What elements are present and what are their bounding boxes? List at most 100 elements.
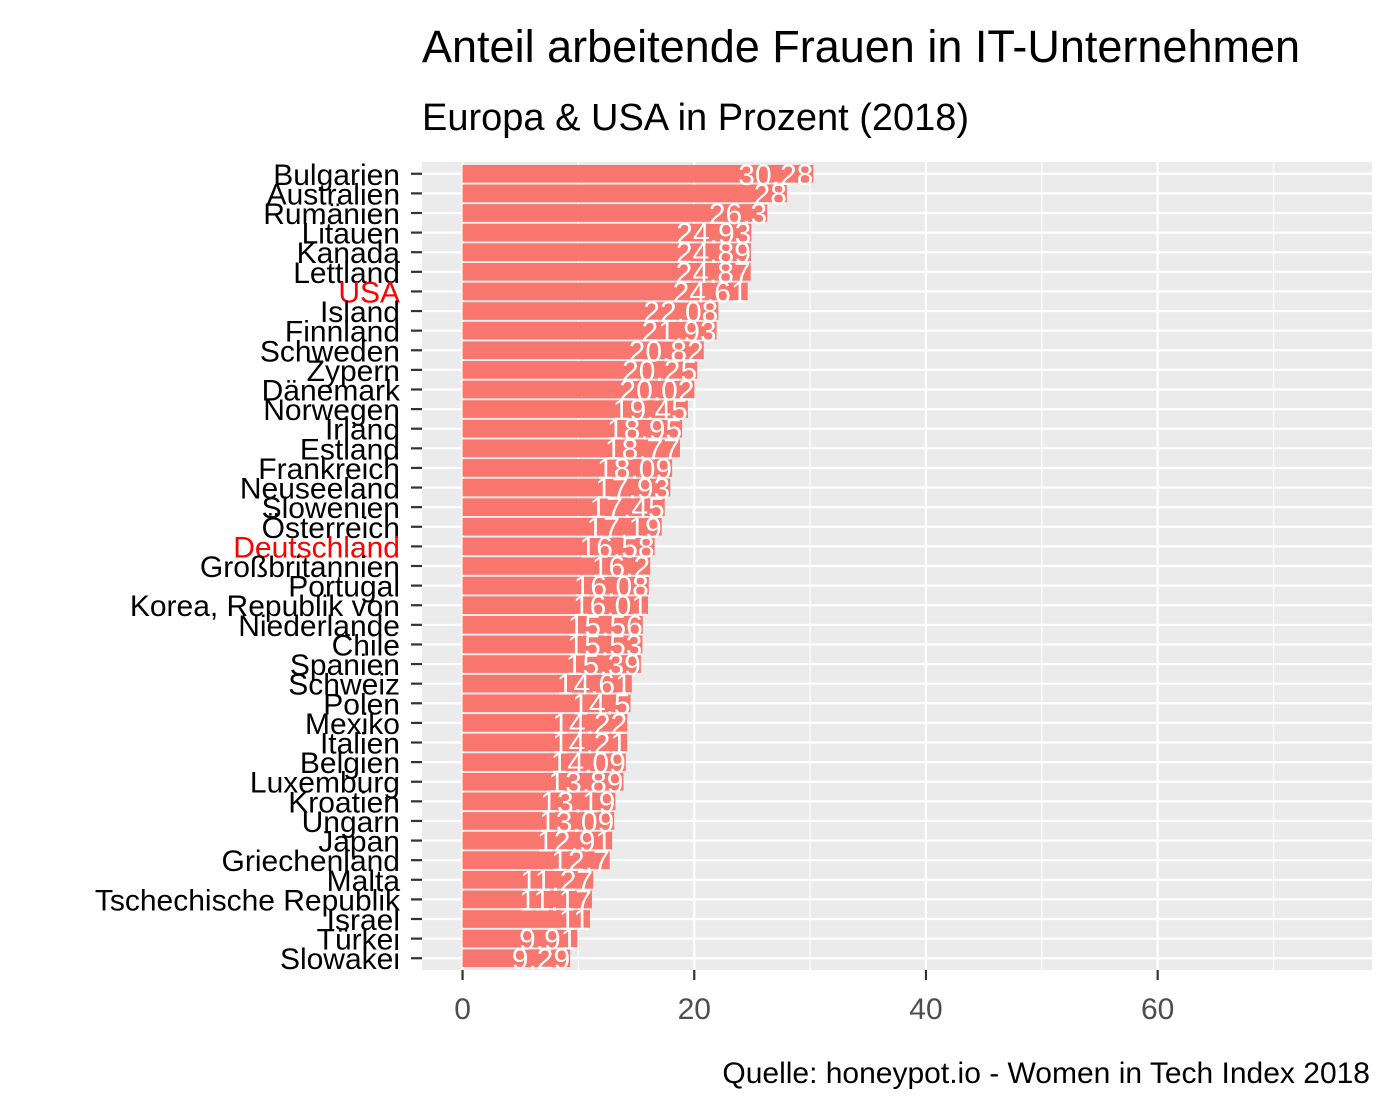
bar <box>462 714 628 732</box>
bar <box>462 243 751 262</box>
data-label: 22.08 <box>643 296 718 329</box>
category-label: Zypern <box>307 355 400 388</box>
data-label: 16.2 <box>592 551 650 584</box>
bar <box>462 655 641 673</box>
bar <box>462 400 688 418</box>
bar <box>462 282 748 301</box>
bar <box>462 380 695 399</box>
bar <box>462 361 698 379</box>
bar <box>462 478 671 497</box>
data-label: 14.5 <box>572 688 630 721</box>
data-label: 20.25 <box>622 355 697 388</box>
x-tick-label: 20 <box>678 993 711 1026</box>
category-label: Schweden <box>260 335 400 368</box>
data-label: 24.61 <box>673 276 748 309</box>
chart-title: Anteil arbeitende Frauen in IT-Unternehm… <box>422 21 1300 72</box>
data-label: 24.87 <box>676 257 751 290</box>
category-label: USA <box>338 276 400 309</box>
data-label: 18.09 <box>597 453 672 486</box>
category-label: Norwegen <box>263 394 400 427</box>
bar <box>462 596 649 615</box>
data-label: 19.45 <box>613 394 688 427</box>
category-label: Slowakei <box>280 943 400 976</box>
category-label: Polen <box>323 688 400 721</box>
bar <box>462 321 717 340</box>
category-label: Kroatien <box>288 786 400 819</box>
bar <box>462 223 752 242</box>
bar <box>462 302 719 320</box>
data-label: 17.93 <box>595 473 670 506</box>
x-tick-label: 60 <box>1141 993 1174 1026</box>
category-label: Frankreich <box>258 453 400 486</box>
bar <box>462 204 768 222</box>
data-label: 13.19 <box>540 786 615 819</box>
category-label: Italien <box>320 728 400 761</box>
category-label: Großbritannien <box>200 551 400 584</box>
data-label: 9.29 <box>512 943 570 976</box>
data-label: 12.91 <box>537 826 612 859</box>
value-axis: 0 20 40 60 <box>454 970 1174 1026</box>
data-label: 14.61 <box>557 669 632 702</box>
x-tick-label: 0 <box>454 993 471 1026</box>
bar <box>462 772 624 791</box>
chart-caption: Quelle: honeypot.io - Women in Tech Inde… <box>722 1057 1370 1090</box>
bar <box>462 870 594 889</box>
category-label: Malta <box>327 865 401 898</box>
data-label: 15.53 <box>567 629 642 662</box>
bar <box>462 184 787 203</box>
category-label: Rumänien <box>263 198 400 231</box>
category-label: Korea, Republik von <box>130 590 400 623</box>
bar <box>462 419 683 438</box>
data-label: 11 <box>559 904 590 937</box>
bar <box>462 812 615 830</box>
bar <box>462 557 651 575</box>
bar <box>462 674 632 693</box>
category-label: Chile <box>332 629 400 662</box>
bar <box>462 890 592 909</box>
bar <box>462 792 616 811</box>
data-label: 24.89 <box>676 237 751 270</box>
data-label: 13.09 <box>539 806 614 839</box>
data-label: 28 <box>754 178 787 211</box>
bar <box>462 576 649 595</box>
data-label: 11.27 <box>520 865 593 898</box>
data-label: 24.93 <box>676 218 751 251</box>
category-label: Belgien <box>300 747 400 780</box>
data-label: 14.22 <box>552 708 627 741</box>
bar <box>462 459 673 477</box>
data-label: 26.3 <box>709 198 767 231</box>
data-label: 21.93 <box>642 316 717 349</box>
category-label: Portugal <box>288 571 400 604</box>
data-label: 9.91 <box>519 924 577 957</box>
category-axis: BulgarienAustralienRumänienLitauenKanada… <box>95 159 422 976</box>
data-label: 18.77 <box>605 433 680 466</box>
bar <box>462 164 814 183</box>
bar <box>462 517 662 536</box>
category-label: Dänemark <box>262 374 401 407</box>
category-label: Neuseeland <box>240 473 400 506</box>
bar <box>462 694 631 713</box>
bar <box>462 753 626 771</box>
bar <box>462 616 643 634</box>
category-label: Luxemburg <box>250 767 400 800</box>
category-label: Bulgarien <box>273 159 400 192</box>
data-label: 17.19 <box>587 512 662 545</box>
bar <box>462 949 571 968</box>
chart-subtitle: Europa & USA in Prozent (2018) <box>422 97 969 139</box>
data-label: 30.28 <box>738 159 813 192</box>
data-labels: 30.282826.324.9324.8924.8724.6122.0821.9… <box>512 159 814 976</box>
category-label: Deutschland <box>233 531 400 564</box>
category-label: Israel <box>327 904 400 937</box>
data-label: 12.7 <box>551 845 609 878</box>
category-label: Griechenland <box>222 845 400 878</box>
bar <box>462 635 643 654</box>
data-label: 11.17 <box>519 884 592 917</box>
category-label: Tschechische Republik <box>95 884 401 917</box>
data-label: 16.08 <box>574 571 649 604</box>
x-tick-label: 40 <box>909 993 942 1026</box>
bar <box>462 341 704 360</box>
bar <box>462 439 681 458</box>
data-label: 16.58 <box>580 531 655 564</box>
category-label: Japan <box>318 826 400 859</box>
data-label: 20.02 <box>619 374 694 407</box>
